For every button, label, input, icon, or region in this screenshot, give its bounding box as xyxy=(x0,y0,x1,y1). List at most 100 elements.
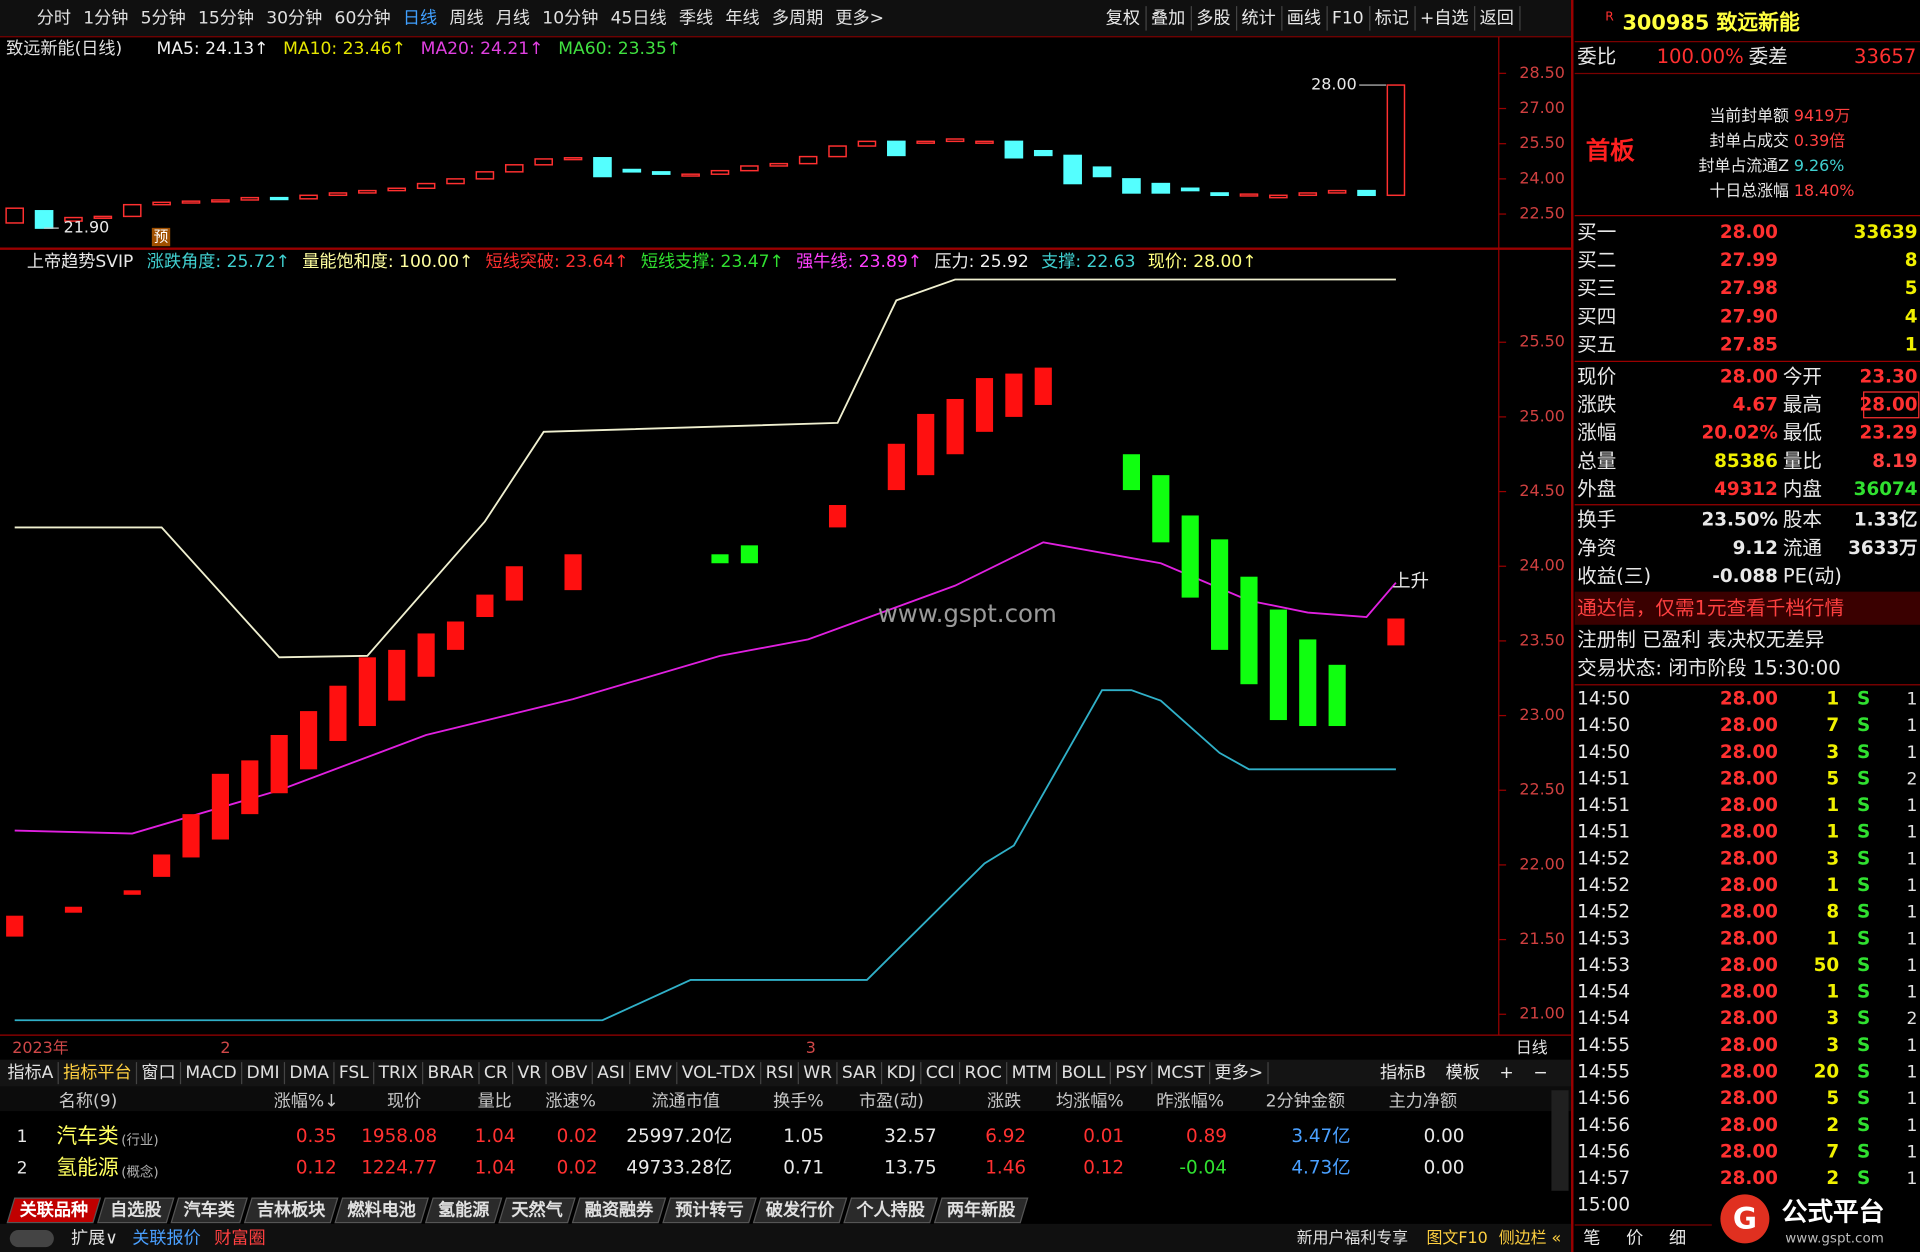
table-header: 现价 xyxy=(387,1091,421,1111)
tool-button[interactable]: 复权 xyxy=(1106,8,1140,28)
indicator-tab[interactable]: VOL-TDX xyxy=(682,1063,756,1083)
tick-price: 28.00 xyxy=(1720,955,1778,976)
period-tab[interactable]: 周线 xyxy=(449,8,483,28)
bottom-tab[interactable]: 两年新股 xyxy=(947,1199,1016,1220)
candle xyxy=(1210,192,1229,197)
tick-volume: 1 xyxy=(1826,982,1839,1003)
indicator-tab[interactable]: EMV xyxy=(635,1063,673,1083)
bottom-tab[interactable]: 燃料电池 xyxy=(347,1199,415,1220)
indicator-tab[interactable]: TRIX xyxy=(378,1063,418,1083)
indicator-tab[interactable]: 指标B xyxy=(1380,1063,1426,1083)
tool-button[interactable]: F10 xyxy=(1332,8,1364,28)
stat-value: 23.30 xyxy=(1859,366,1917,387)
y-tick-label: 22.50 xyxy=(1519,780,1565,799)
status-link[interactable]: 扩展∨ xyxy=(71,1229,118,1249)
bottom-tab[interactable]: 吉林板块 xyxy=(257,1199,326,1220)
bid-label: 买一 xyxy=(1577,220,1616,243)
status-link[interactable]: 新用户福利专享 xyxy=(1297,1228,1408,1247)
period-tab[interactable]: 月线 xyxy=(496,8,530,28)
signal-bar xyxy=(1152,475,1170,543)
indicator-tab[interactable]: VR xyxy=(518,1063,542,1083)
tick-tab[interactable]: 细 xyxy=(1669,1229,1686,1249)
period-tab[interactable]: 45日线 xyxy=(611,8,667,28)
indicator-tab[interactable]: RSI xyxy=(766,1063,794,1083)
indicator-tab[interactable]: 指标A xyxy=(7,1063,53,1083)
tick-price: 28.00 xyxy=(1720,1088,1778,1109)
tool-button[interactable]: 叠加 xyxy=(1151,8,1185,28)
period-tab[interactable]: 60分钟 xyxy=(335,8,391,28)
indicator-tab[interactable]: − xyxy=(1533,1063,1547,1083)
indicator-tab[interactable]: 窗口 xyxy=(141,1063,175,1083)
tool-button[interactable]: 返回 xyxy=(1480,8,1514,28)
indicator-tab[interactable]: MTM xyxy=(1012,1063,1052,1083)
candle xyxy=(358,189,377,194)
indicator-tab[interactable]: MCST xyxy=(1157,1063,1206,1083)
indicator-tab[interactable]: ROC xyxy=(964,1063,1001,1083)
status-link[interactable]: 关联报价 xyxy=(132,1229,200,1249)
indicator-tab[interactable]: BOLL xyxy=(1061,1063,1105,1083)
bottom-tab[interactable]: 预计转亏 xyxy=(675,1199,743,1220)
tick-tab[interactable]: 价 xyxy=(1626,1229,1643,1249)
period-tab[interactable]: 1分钟 xyxy=(83,8,128,28)
bottom-tab[interactable]: 破发行价 xyxy=(766,1199,835,1220)
bottom-tab[interactable]: 关联品种 xyxy=(20,1199,88,1220)
bottom-tab[interactable]: 个人持股 xyxy=(855,1199,925,1220)
period-tab[interactable]: 年线 xyxy=(725,8,759,28)
status-link[interactable]: 图文F10 xyxy=(1427,1228,1488,1247)
period-tab[interactable]: 30分钟 xyxy=(266,8,322,28)
period-tab[interactable]: 更多> xyxy=(835,8,884,28)
indicator-tab[interactable]: KDJ xyxy=(886,1063,915,1083)
period-tab[interactable]: 分时 xyxy=(37,8,71,28)
tool-button[interactable]: 标记 xyxy=(1375,8,1409,28)
tick-volume: 1 xyxy=(1826,689,1839,710)
tool-button[interactable]: 统计 xyxy=(1242,8,1276,28)
indicator-tab[interactable]: BRAR xyxy=(428,1063,475,1083)
indicator-tab[interactable]: WR xyxy=(803,1063,832,1083)
bottom-tab[interactable]: 汽车类 xyxy=(184,1199,236,1220)
indicator-tab[interactable]: DMA xyxy=(289,1063,329,1083)
period-tab[interactable]: 5分钟 xyxy=(141,8,186,28)
candle xyxy=(975,140,994,144)
indicator-tab[interactable]: FSL xyxy=(339,1063,369,1083)
indicator-tab[interactable]: DMI xyxy=(247,1063,280,1083)
y-tick-label: 24.00 xyxy=(1519,168,1565,187)
tool-button[interactable]: 多股 xyxy=(1196,8,1230,28)
indicator-tab[interactable]: + xyxy=(1499,1063,1513,1083)
indicator-tab[interactable]: PSY xyxy=(1115,1063,1147,1083)
status-link[interactable]: 侧边栏 « xyxy=(1499,1228,1562,1247)
bottom-tab[interactable]: 氢能源 xyxy=(438,1199,489,1220)
tick-tab[interactable]: 笔 xyxy=(1583,1229,1600,1249)
tool-button[interactable]: 画线 xyxy=(1287,8,1321,28)
status-link[interactable]: 财富圈 xyxy=(214,1229,265,1249)
indicator-tab[interactable]: 指标平台 xyxy=(63,1063,131,1083)
indicator-tab[interactable]: 更多> xyxy=(1215,1063,1264,1083)
tab-shape xyxy=(334,1197,430,1224)
period-tab[interactable]: 多周期 xyxy=(772,8,823,28)
period-tab[interactable]: 季线 xyxy=(679,8,713,28)
period-tab[interactable]: 10分钟 xyxy=(542,8,598,28)
indicator-tab[interactable]: CCI xyxy=(926,1063,955,1083)
period-tab[interactable]: 日线 xyxy=(403,8,437,28)
tick-side: S xyxy=(1857,928,1870,949)
candle xyxy=(681,173,700,177)
indicator-tab[interactable]: CR xyxy=(484,1063,508,1083)
indicator-tab[interactable]: SAR xyxy=(842,1063,877,1083)
notice: 注册制 已盈利 表决权无差异 xyxy=(1577,628,1824,651)
bottom-tab[interactable]: 自选股 xyxy=(110,1199,162,1220)
status-bg xyxy=(0,1223,1572,1252)
bottom-tab[interactable]: 天然气 xyxy=(511,1199,562,1220)
logo-icon xyxy=(1720,1194,1770,1244)
bottom-tab[interactable]: 融资融券 xyxy=(585,1199,654,1220)
table-header: 均涨幅% xyxy=(1056,1091,1124,1111)
indicator-tab[interactable]: OBV xyxy=(551,1063,588,1083)
stat-value: 85386 xyxy=(1714,451,1778,472)
indicator-tab[interactable]: MACD xyxy=(185,1063,236,1083)
logo-glyph: G xyxy=(1733,1202,1757,1236)
tool-button[interactable]: +自选 xyxy=(1420,8,1469,28)
indicator-tab[interactable]: 模板 xyxy=(1446,1063,1480,1083)
candle xyxy=(475,171,495,180)
indicator-tab[interactable]: ASI xyxy=(597,1063,625,1083)
row-tag: (行业) xyxy=(121,1133,158,1149)
period-tab[interactable]: 15分钟 xyxy=(198,8,254,28)
